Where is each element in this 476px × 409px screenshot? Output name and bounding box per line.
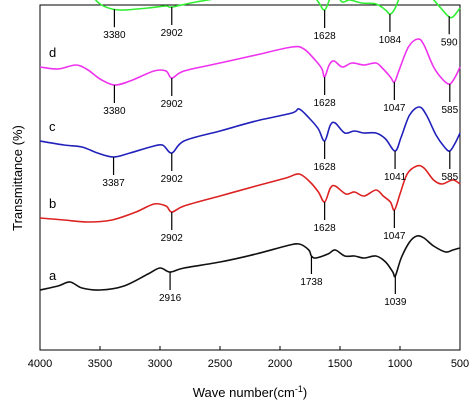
peak-annotations: 3380 2902 1628 1084 590 3380 2902 1628 1047 585 33… [102, 7, 459, 308]
x-axis-ticks: 4000 3500 3000 2500 2000 1500 1000 500 [28, 346, 469, 370]
x-tick-label-500: 500 [451, 358, 469, 370]
peak-label-c-1628: 1628 [314, 162, 337, 173]
x-axis-label: Wave number(cm-1) [193, 384, 307, 400]
peak-label-d-2902: 2902 [161, 99, 184, 110]
series-line-e [94, 0, 461, 19]
plot-frame [39, 4, 461, 351]
peak-label-e-2902: 2902 [161, 28, 184, 39]
peak-label-d-1047: 1047 [383, 103, 406, 114]
series-line-a [39, 234, 461, 291]
x-tick-label-3000: 3000 [148, 358, 172, 370]
peak-label-c-3387: 3387 [102, 178, 125, 189]
x-tick-label-2000: 2000 [268, 358, 292, 370]
peak-label-a-1039: 1039 [384, 297, 407, 308]
y-axis-label: Transmittance (%) [10, 125, 25, 231]
peak-label-e-590: 590 [441, 37, 458, 48]
peak-label-b-1047: 1047 [383, 231, 406, 242]
series-line-c [39, 106, 461, 158]
x-tick-label-1000: 1000 [388, 358, 412, 370]
x-tick-label-3500: 3500 [88, 358, 112, 370]
x-tick-label-4000: 4000 [28, 358, 52, 370]
x-tick-label-2500: 2500 [208, 358, 232, 370]
peak-label-d-585: 585 [441, 105, 458, 116]
series-label-a: a [49, 268, 57, 283]
peak-label-c-2902: 2902 [161, 174, 184, 185]
spectra-series: edcba [39, 0, 461, 291]
series-line-d [39, 38, 461, 86]
peak-label-e-1628: 1628 [314, 31, 337, 42]
x-axis-label-main: Wave number(cm [193, 385, 295, 400]
peak-label-d-3380: 3380 [103, 106, 126, 117]
peak-label-d-1628: 1628 [314, 98, 337, 109]
series-label-c: c [49, 119, 56, 134]
peak-label-c-585: 585 [441, 172, 458, 183]
peak-label-e-3380: 3380 [103, 30, 126, 41]
x-axis-label-end: ) [303, 385, 307, 400]
series-line-b [39, 164, 461, 223]
x-tick-label-1500: 1500 [328, 358, 352, 370]
peak-label-c-1041: 1041 [384, 172, 407, 183]
series-label-b: b [49, 196, 56, 211]
peak-label-a-1738: 1738 [300, 277, 323, 288]
peak-label-b-2902: 2902 [161, 233, 184, 244]
peak-label-b-1628: 1628 [314, 223, 337, 234]
series-label-d: d [49, 45, 56, 60]
peak-label-e-1084: 1084 [379, 35, 402, 46]
peak-label-a-2916: 2916 [159, 293, 182, 304]
x-axis-label-sup: -1 [295, 384, 303, 394]
